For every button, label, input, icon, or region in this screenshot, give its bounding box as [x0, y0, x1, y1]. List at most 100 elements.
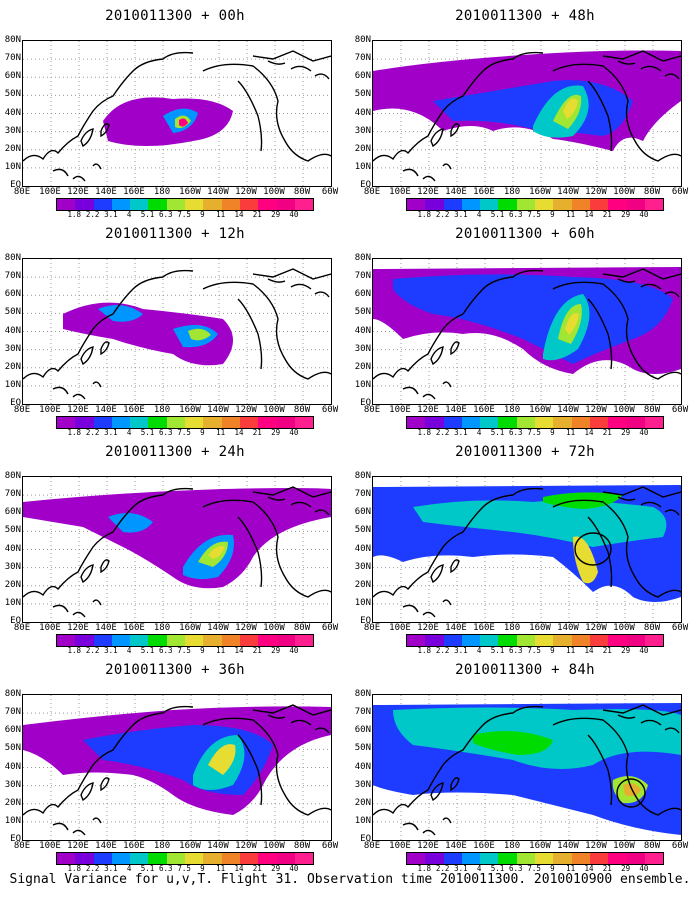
coastline: [52, 163, 102, 182]
map-plot: [22, 258, 332, 405]
coastline: [587, 298, 613, 370]
coastline: [430, 128, 444, 148]
map-panel-p24: 2010011300 + 24h 80N 70N 60N 50N 40N 30N 20N 10N…: [0, 436, 350, 661]
observation-circle: [574, 532, 612, 566]
colorbar-swatch: [203, 853, 222, 864]
colorbar-swatch: [93, 417, 112, 428]
lon-tick-label: 120E: [417, 405, 439, 415]
colorbar-level-label: 7.5: [177, 646, 191, 655]
colorbar-swatch: [516, 635, 536, 646]
colorbar-level-label: 3.1: [454, 210, 468, 219]
lat-tick-label: 60N: [354, 507, 371, 518]
colorbar-swatch: [443, 635, 462, 646]
lat-tick-label: 70N: [354, 707, 371, 718]
map-panel-p60: 2010011300 + 60h 80N 70N 60N 50N 40N 30N 20N 10N…: [350, 218, 700, 443]
colorbar-swatch: [535, 199, 554, 210]
lon-tick-label: 60W: [671, 405, 689, 415]
lat-tick-label: 50N: [354, 307, 371, 318]
colorbar-swatch: [553, 199, 572, 210]
lat-tick-label: EQ: [360, 834, 371, 844]
figure-caption: Signal Variance for u,v,T. Flight 31. Ob…: [9, 872, 691, 887]
coastline: [80, 346, 94, 366]
lat-tick-label: 30N: [4, 779, 21, 790]
lat-tick-label: 60N: [4, 71, 21, 82]
colorbar-swatch: [571, 853, 590, 864]
colorbar-swatch: [166, 199, 186, 210]
colorbar-swatch: [239, 417, 259, 428]
lon-tick-label: 80E: [13, 623, 31, 633]
lon-tick-label: 140E: [445, 623, 467, 633]
lon-tick-label: 180: [503, 841, 521, 851]
colorbar-level-label: 1.8: [417, 864, 432, 873]
lon-tick-label: 100W: [613, 623, 635, 633]
colorbar-swatch: [626, 635, 645, 646]
lon-tick-label: 140W: [207, 841, 229, 851]
lon-tick-label: 120W: [585, 405, 607, 415]
panel-title: 2010011300 + 24h: [105, 444, 245, 460]
colorbar-level-label: 1.8: [417, 646, 432, 655]
colorbar-level-label: 6.3: [509, 428, 523, 437]
colorbar-level-label: 29: [621, 864, 631, 873]
lat-tick-label: 70N: [354, 53, 371, 64]
lat-tick-label: 70N: [4, 53, 21, 64]
lat-tick-label: 80N: [4, 35, 21, 45]
colorbar-swatch: [589, 635, 609, 646]
colorbar-level-label: 6.3: [509, 864, 523, 873]
colorbar-swatch: [111, 417, 131, 428]
colorbar-level-label: 9: [200, 864, 205, 873]
lat-tick-label: 80N: [4, 471, 21, 481]
lon-tick-label: 100E: [39, 623, 61, 633]
colorbar-level-label: 2.2: [435, 864, 450, 873]
lon-tick-label: 80W: [293, 187, 311, 197]
colorbar-level-label: 2.2: [435, 646, 450, 655]
lon-tick-label: 60W: [671, 187, 689, 197]
colorbar-swatch: [276, 417, 295, 428]
colorbar-swatch: [461, 199, 481, 210]
colorbar-swatch: [294, 417, 314, 428]
colorbar-swatch: [480, 853, 499, 864]
map-panel-p00: 2010011300 + 00h 80N 70N 60N 50N 40N 30N 20N 10N…: [0, 0, 350, 225]
lat-tick-label: 30N: [4, 125, 21, 136]
colorbar-level-label: 4: [126, 428, 132, 437]
colorbar: [406, 852, 665, 865]
lon-tick-label: 100E: [39, 841, 61, 851]
colorbar-level-label: 14: [584, 428, 594, 437]
colorbar-swatch: [185, 199, 204, 210]
colorbar-swatch: [185, 853, 204, 864]
colorbar-level-label: 29: [271, 646, 281, 655]
colorbar-swatch: [166, 853, 186, 864]
lat-tick-label: 80N: [354, 253, 371, 263]
coastline: [602, 704, 681, 716]
colorbar-swatch: [57, 417, 76, 428]
colorbar-level-label: 11: [216, 646, 226, 655]
lat-tick-label: 80N: [354, 35, 371, 45]
lon-tick-label: 160E: [473, 623, 495, 633]
lat-tick-label: 40N: [354, 543, 371, 554]
colorbar: [56, 634, 315, 647]
coastline: [202, 63, 331, 162]
coastline: [267, 714, 330, 734]
colorbar-swatch: [148, 635, 167, 646]
colorbar-level-label: 5.1: [490, 646, 505, 655]
lon-tick-label: 140E: [95, 187, 117, 197]
lon-tick-label: 100E: [39, 405, 61, 415]
lon-tick-label: 60W: [321, 623, 339, 633]
colorbar-swatch: [166, 635, 186, 646]
map-panel-p84: 2010011300 + 84h 80N 70N 60N 50N 40N 30N 20N 10N…: [350, 654, 700, 879]
lon-tick-label: 180: [503, 623, 521, 633]
colorbar-level-label: 4: [476, 864, 482, 873]
lon-tick-label: 100W: [263, 623, 285, 633]
lon-tick-label: 120W: [585, 623, 607, 633]
colorbar-level-label: 3.1: [454, 646, 468, 655]
colorbar-level-label: 11: [216, 428, 226, 437]
coastline: [80, 564, 94, 584]
lon-tick-label: 140E: [95, 841, 117, 851]
lat-tick-label: 60N: [4, 289, 21, 300]
colorbar-swatch: [75, 417, 94, 428]
lon-tick-label: 160E: [473, 841, 495, 851]
colorbar-swatch: [626, 199, 645, 210]
colorbar-swatch: [221, 635, 240, 646]
colorbar-swatch: [425, 199, 444, 210]
lat-tick-label: 20N: [354, 579, 371, 590]
colorbar-swatch: [130, 853, 149, 864]
